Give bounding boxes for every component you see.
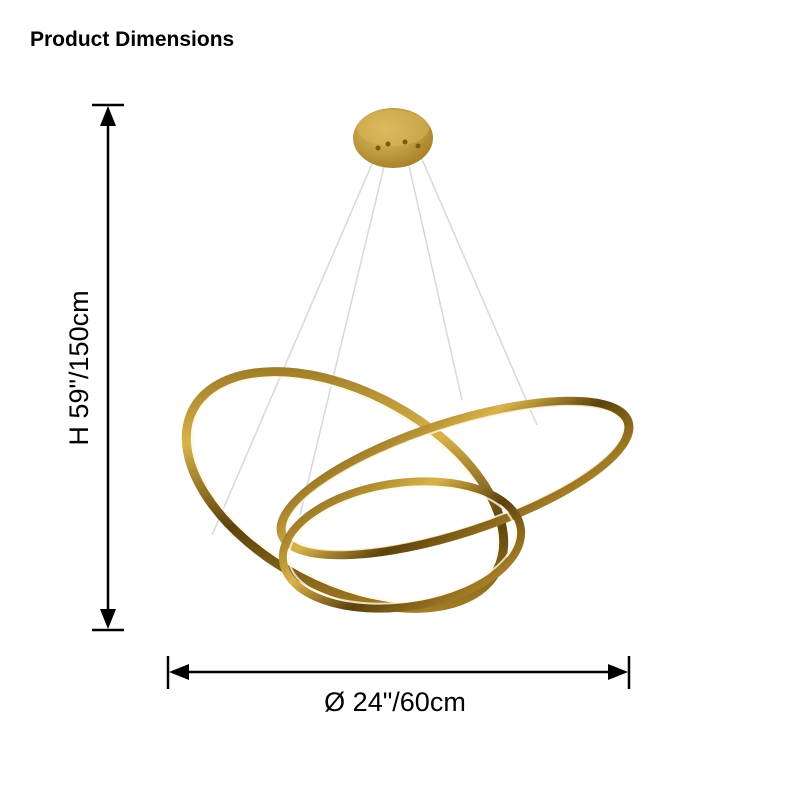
height-label: H 59"/150cm — [64, 290, 94, 445]
arrow-head — [100, 106, 116, 126]
arrow-head — [608, 664, 628, 680]
arrow-head — [100, 609, 116, 629]
suspension-wires — [211, 147, 538, 536]
diameter-label: Ø 24"/60cm — [324, 687, 466, 717]
chandelier — [181, 108, 634, 613]
arrow-head — [169, 664, 189, 680]
diameter-arrow — [166, 656, 631, 689]
height-arrow — [92, 103, 124, 632]
rings — [181, 367, 634, 613]
title: Product Dimensions — [30, 28, 234, 51]
